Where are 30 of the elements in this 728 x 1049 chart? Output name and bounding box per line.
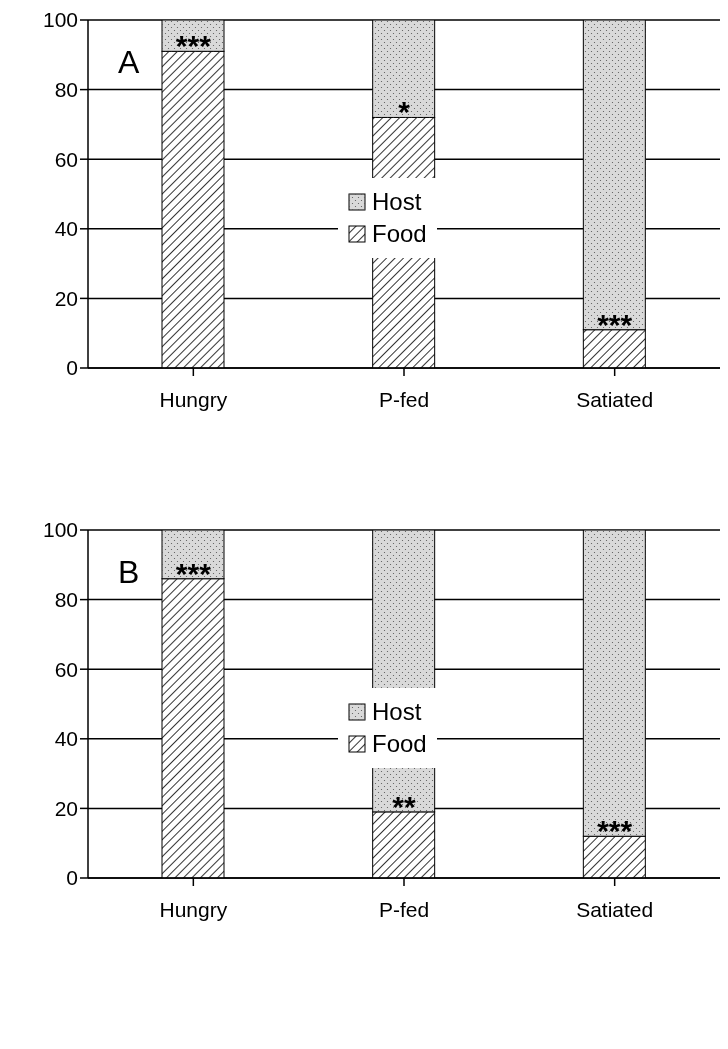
y-tick-label: 80 xyxy=(54,588,78,612)
annotation: *** xyxy=(597,814,633,848)
x-tick-label: P-fed xyxy=(378,387,430,411)
legend-label: Host xyxy=(372,698,422,726)
x-tick-label: Satiated xyxy=(576,387,654,411)
annotation: *** xyxy=(175,29,212,63)
y-tick-label: 0 xyxy=(66,356,78,380)
y-tick-label: 40 xyxy=(54,727,78,751)
x-tick-label: Hungry xyxy=(159,387,228,411)
y-tick-label: 100 xyxy=(42,8,78,32)
y-tick-label: 60 xyxy=(54,657,78,681)
text: A xyxy=(118,44,140,81)
x-tick-label: P-fed xyxy=(378,897,430,921)
annotation: *** xyxy=(175,556,212,590)
annotation: * xyxy=(398,95,411,129)
y-tick-label: 20 xyxy=(54,286,78,310)
annotation: *** xyxy=(597,307,633,341)
y-tick-label: 100 xyxy=(42,518,78,542)
x-tick-label: Hungry xyxy=(159,897,228,921)
x-tick-label: Satiated xyxy=(576,897,654,921)
y-tick-label: 0 xyxy=(66,866,78,890)
legend-label: Food xyxy=(372,220,427,248)
y-tick-label: 40 xyxy=(54,217,78,241)
y-tick-label: 60 xyxy=(54,147,78,171)
annotation: ** xyxy=(392,789,416,823)
legend-label: Food xyxy=(372,730,427,758)
legend-label: Host xyxy=(372,188,422,216)
y-tick-label: 20 xyxy=(54,796,78,820)
y-tick-label: 80 xyxy=(54,78,78,102)
text: B xyxy=(118,554,140,591)
